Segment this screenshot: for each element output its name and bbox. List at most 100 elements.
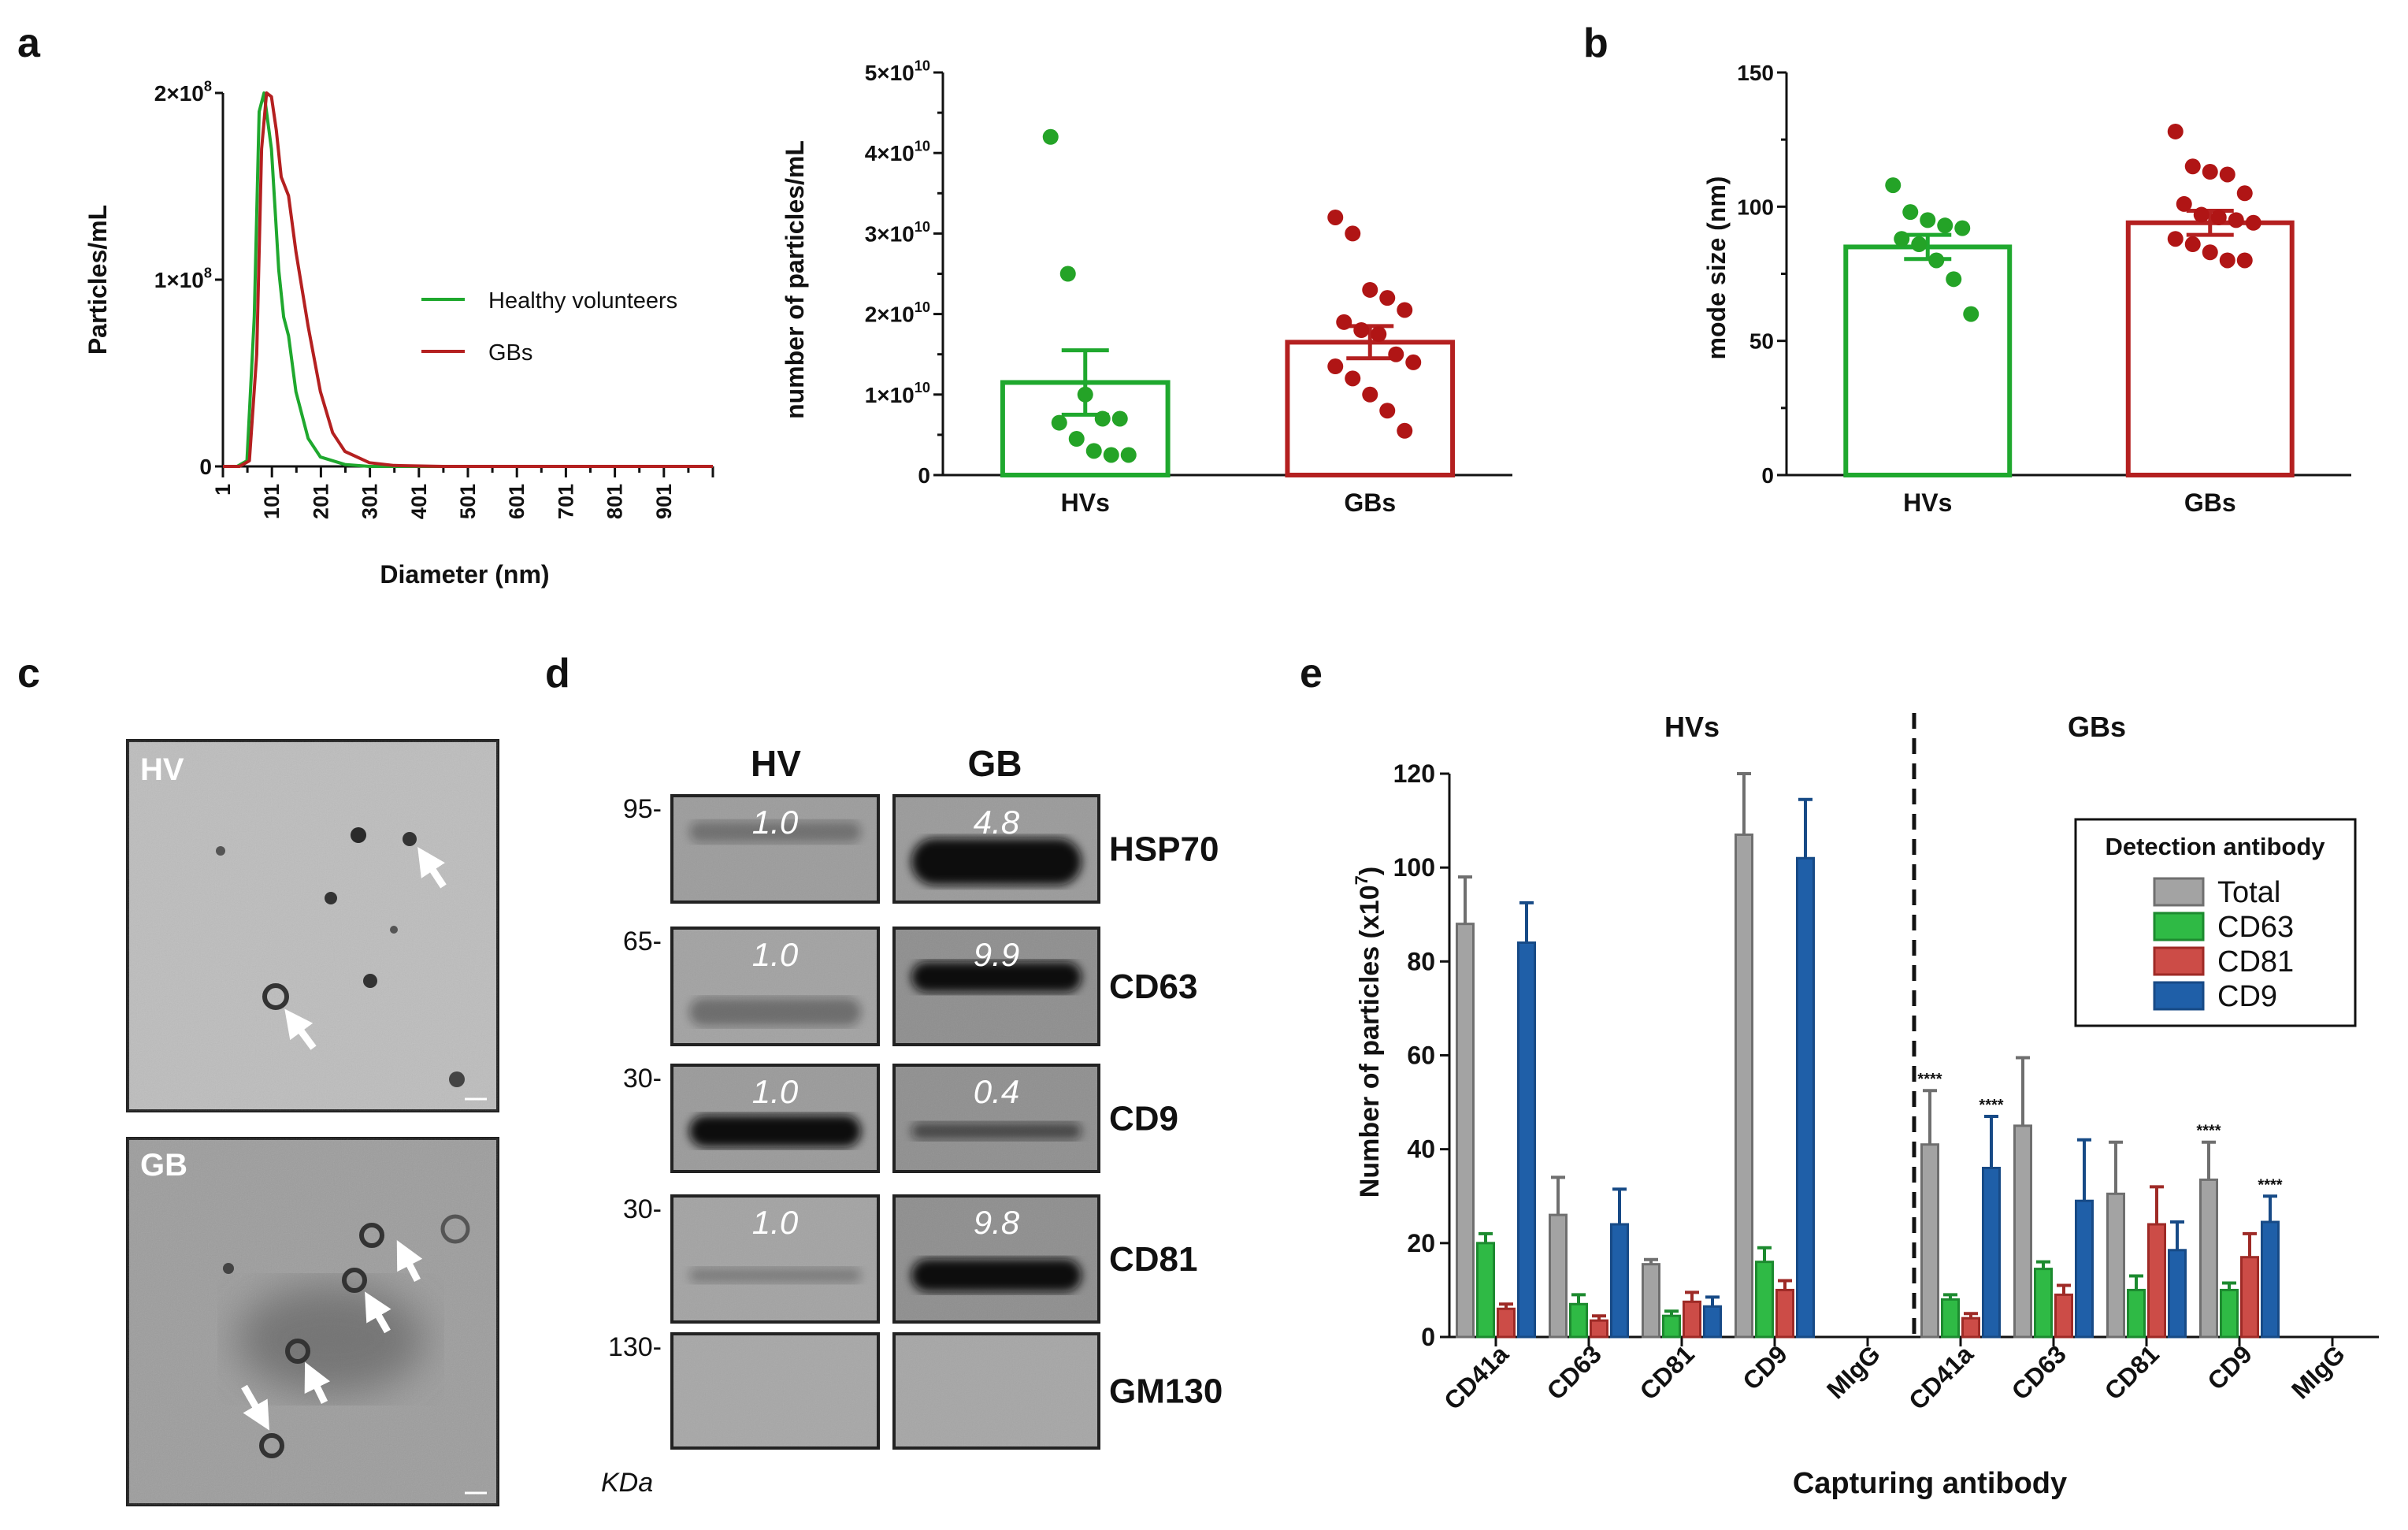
wb-fold-cd63-gb: 9.9 [974,936,1019,973]
wb-protein-gm130: GM130 [1109,1372,1223,1411]
a-bar-y-tick-label: 2×1010 [865,299,930,327]
a-dist-x-tick-label: 401 [407,484,431,519]
b-point-gbs [2167,123,2184,139]
e-significance-marker: **** [2196,1123,2221,1140]
e-y-tick-label: 80 [1407,947,1435,975]
e-x-tick-label: MIgG [2286,1339,2350,1404]
b-point-hvs [1920,212,1936,228]
a-bar-x-label-hvs: HVs [1061,488,1110,517]
wb-band-cd63-hv [689,997,861,1027]
e-ylabel: Number of particles (x107) [1352,867,1385,1198]
mode-size-chart: 0 50 100 150 HVs GBs [1737,61,2351,517]
wb-kda-hsp70: 95- [623,794,662,824]
size-distribution-chart: 0 1×108 2×108 1 101 201 301 401 501 601 701 801 901 [154,78,714,519]
e-bar-total-cd41a [1456,923,1475,1339]
legend-label-healthy: Healthy volunteers [488,288,677,314]
wb-panel-texture [896,1335,1097,1446]
e-legend-label-cd63: CD63 [2217,911,2294,944]
e-x-tick-label: CD41a [1438,1339,1514,1415]
b-x-label-gbs: GBs [2184,488,2236,517]
b-point-gbs [2176,195,2192,212]
e-bar-cd9-cd63 [2075,1199,2094,1339]
a-bar-point-gbs [1405,354,1422,370]
e-legend-swatch-total [2153,877,2205,907]
a-dist-x-tick-label: 601 [505,484,529,519]
wb-band-cd9-hv [689,1115,861,1147]
a-dist-y-tick-label: 2×108 [154,78,212,106]
b-point-gbs [2219,252,2235,269]
e-legend-swatch-cd81 [2153,946,2205,976]
e-group-hvs: HVs [1664,711,1720,743]
e-bar-total-cd81 [1642,1263,1660,1339]
e-legend-label-cd81: CD81 [2217,945,2294,979]
e-bar-cd9-cd9 [2261,1220,2280,1339]
e-bar-cd63-cd9 [2220,1288,2239,1339]
a-dist-x-tick-label: 801 [603,484,627,519]
e-bar-cd9-cd81 [2168,1249,2187,1339]
a-bar-point-gbs [1379,403,1396,419]
e-bar-cd63-cd81 [2127,1288,2146,1339]
e-xlabel: Capturing antibody [1793,1467,2067,1500]
b-y-tick-label: 0 [1761,463,1774,488]
a-bar-point-gbs [1397,422,1413,439]
a-bar-point-gbs [1345,370,1361,387]
micrograph-hv-label: HV [140,752,184,787]
e-bar-cd81-cd81 [2147,1223,2166,1339]
wb-fold-hsp70-hv: 1.0 [752,804,799,841]
e-bar-cd9-cd63 [1610,1223,1629,1339]
e-bar-total-cd81 [2106,1192,2125,1339]
a-dist-y-tick-label: 1×108 [154,265,212,292]
e-bar-total-cd63 [1549,1213,1568,1339]
b-point-gbs [2219,166,2235,183]
a-bar-bar-gbs [1285,340,1456,477]
e-bar-cd63-cd63 [2034,1268,2053,1339]
a-bar-point-gbs [1371,326,1387,343]
e-bar-cd63-cd9 [1755,1261,1774,1339]
wb-fold-cd63-hv: 1.0 [752,936,799,973]
panel-label-d: d [545,651,570,696]
e-bar-cd81-cd41a [1961,1316,1980,1339]
e-group-gbs: GBs [2068,711,2126,743]
a-dist-series-healthy [223,91,713,468]
e-y-tick-label: 20 [1407,1229,1435,1257]
a-bar-point-gbs [1327,209,1344,225]
panel-label-c: c [17,651,40,696]
wb-band-cd9-gb [911,1122,1082,1140]
a-dist-x-tick-label: 1 [211,484,235,496]
e-bar-total-cd41a [1920,1143,1939,1339]
e-x-tick-label: CD81 [1634,1339,1700,1405]
e-y-tick-label: 120 [1393,759,1435,788]
a-dist-x-tick-label: 301 [358,484,382,519]
e-significance-marker: **** [1917,1071,1942,1088]
b-point-gbs [2184,236,2201,253]
e-bar-total-cd9 [1735,833,1753,1339]
e-bar-total-cd63 [2013,1124,2032,1339]
wb-fold-cd9-gb: 0.4 [974,1073,1019,1110]
wb-fold-cd9-hv: 1.0 [752,1073,799,1110]
a-bar-point-hvs [1077,386,1093,403]
wb-kda-gm130: 130- [608,1332,662,1362]
wb-protein-cd63: CD63 [1109,967,1198,1006]
wb-col-hv: HV [751,743,801,784]
wb-panel-texture [673,797,877,901]
micrograph-gb-label: GB [140,1148,187,1183]
a-bar-ylabel: number of particles/mL [781,140,809,419]
b-point-gbs [2210,209,2227,225]
b-point-hvs [1885,177,1902,194]
e-bar-cd81-cd81 [1683,1300,1701,1339]
micrograph-hv: HV [126,739,499,1112]
b-point-gbs [2202,244,2218,261]
a-bar-point-gbs [1336,314,1352,330]
b-point-hvs [1894,231,1910,247]
a-bar-point-gbs [1345,225,1361,242]
a-bar-point-hvs [1042,128,1059,145]
panel-label-a: a [17,20,41,66]
a-dist-x-tick-label: 901 [652,484,676,519]
b-point-hvs [1937,217,1953,234]
e-x-tick-label: CD63 [2006,1339,2072,1405]
legend-label-gbs: GBs [488,340,532,366]
e-y-tick-label: 40 [1407,1135,1435,1164]
wb-fold-hsp70-gb: 4.8 [974,804,1020,841]
